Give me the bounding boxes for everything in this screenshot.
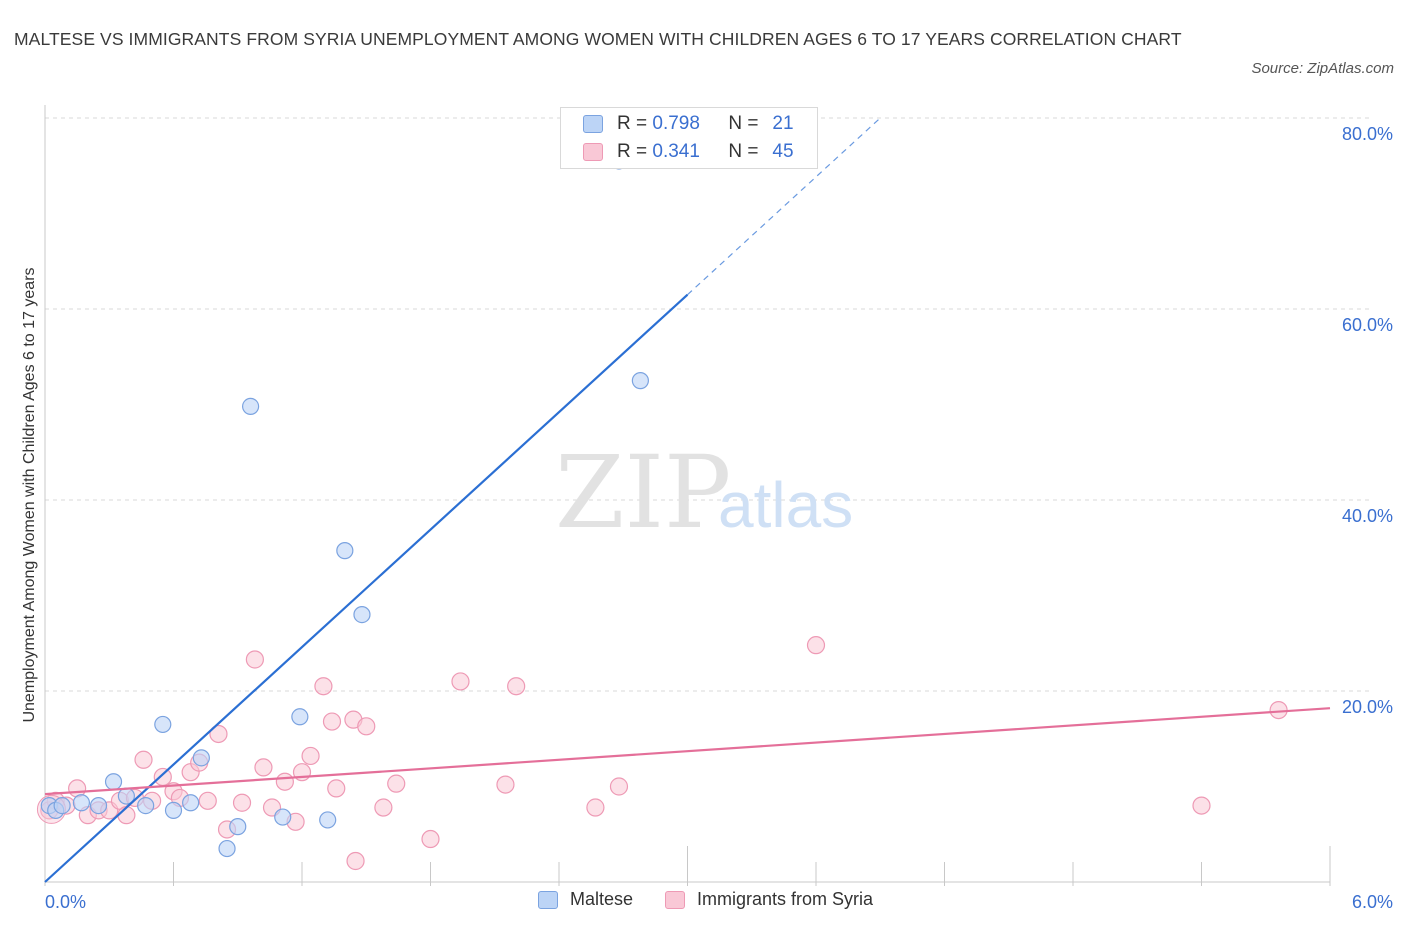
y-tick-label: 40.0% <box>1342 506 1393 526</box>
maltese-point <box>137 796 155 815</box>
syria-point <box>117 806 136 825</box>
y-tick-label: 20.0% <box>1342 697 1393 717</box>
syria-point <box>327 779 346 798</box>
r-label: R = <box>617 113 653 134</box>
n-value: 45 <box>772 141 794 162</box>
syria-point <box>314 677 333 696</box>
n-label: N = <box>728 113 764 134</box>
r-value: 0.798 <box>652 113 700 134</box>
legend-label: Maltese <box>570 889 634 909</box>
chart-title: MALTESE VS IMMIGRANTS FROM SYRIA UNEMPLO… <box>14 29 1182 49</box>
maltese-point <box>104 773 123 791</box>
syria-point <box>209 724 228 744</box>
series-legend: Maltese Immigrants from Syria <box>538 889 905 910</box>
syria-point <box>357 717 376 736</box>
maltese-point <box>154 715 172 734</box>
maltese-point <box>192 749 210 767</box>
syria-trend-line <box>44 707 1331 796</box>
maltese-swatch <box>583 115 603 133</box>
maltese-point <box>218 839 236 858</box>
maltese-point <box>53 796 71 815</box>
maltese-point <box>72 794 91 812</box>
syria-point <box>451 672 470 691</box>
maltese-points <box>40 152 649 858</box>
maltese-point <box>631 372 649 390</box>
syria-point <box>507 677 526 696</box>
trend-lines <box>44 117 1331 883</box>
syria-point <box>496 775 515 794</box>
maltese-trend-line <box>44 293 689 883</box>
x-tick-label: 0.0% <box>45 892 86 912</box>
n-label: N = <box>728 141 764 162</box>
watermark-zip: ZIP <box>555 434 731 551</box>
maltese-point <box>182 794 200 812</box>
y-tick-label: 80.0% <box>1342 124 1393 144</box>
syria-point <box>806 636 826 655</box>
maltese-point <box>242 397 260 416</box>
syria-point <box>421 829 440 849</box>
syria-point <box>275 772 294 791</box>
syria-swatch <box>665 890 686 909</box>
syria-point <box>134 750 153 769</box>
source-label: Source: ZipAtlas.com <box>1251 60 1394 77</box>
axes <box>44 105 1331 886</box>
watermark-atlas: atlas <box>718 469 853 541</box>
legend-row-syria: R = 0.341 N = 45 <box>583 140 794 164</box>
maltese-point <box>291 708 309 726</box>
syria-point <box>198 791 217 810</box>
syria-point <box>374 798 393 817</box>
r-value: 0.341 <box>652 141 700 162</box>
maltese-point <box>336 542 354 560</box>
maltese-point <box>319 811 337 829</box>
n-value: 21 <box>772 113 794 134</box>
syria-point <box>322 712 342 731</box>
legend-row-maltese: R = 0.798 N = 21 <box>583 112 794 136</box>
syria-point <box>245 650 264 669</box>
y-tick-label: 60.0% <box>1342 315 1393 335</box>
grid-lines <box>45 117 1370 692</box>
maltese-point <box>353 605 371 624</box>
legend-item-syria[interactable]: Immigrants from Syria <box>665 889 873 910</box>
maltese-point <box>164 801 183 819</box>
syria-point <box>301 746 320 766</box>
syria-point <box>609 777 629 796</box>
x-tick-label: 6.0% <box>1352 892 1393 912</box>
tick-labels: 20.0% 40.0% 60.0% 80.0% 0.0% 6.0% <box>45 124 1393 912</box>
syria-point <box>153 767 172 787</box>
correlation-legend: R = 0.798 N = 21 R = 0.341 N = 45 <box>560 107 818 169</box>
syria-swatch <box>583 143 603 161</box>
syria-point <box>346 851 365 871</box>
legend-item-maltese[interactable]: Maltese <box>538 889 633 910</box>
maltese-point <box>229 818 247 836</box>
maltese-point <box>89 796 108 815</box>
syria-point <box>232 793 252 812</box>
r-label: R = <box>617 141 653 162</box>
maltese-swatch <box>538 890 558 909</box>
maltese-point <box>274 808 292 826</box>
syria-point <box>387 774 406 793</box>
legend-label: Immigrants from Syria <box>697 889 874 909</box>
syria-point <box>1269 700 1288 720</box>
syria-point <box>1192 796 1211 815</box>
syria-point <box>586 798 605 817</box>
syria-point <box>254 758 273 777</box>
